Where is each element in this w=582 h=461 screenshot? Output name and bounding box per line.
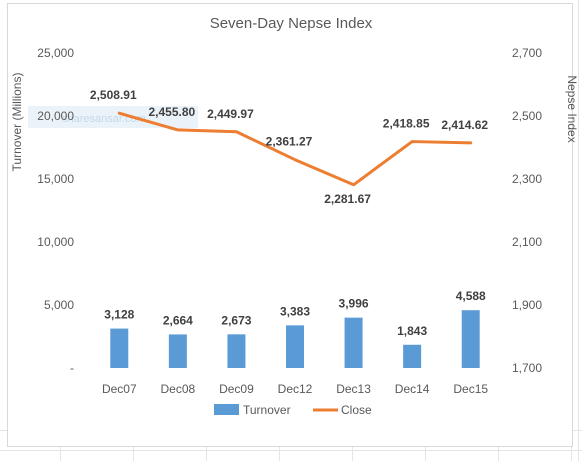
category-label: Dec08 (161, 382, 196, 396)
left-tick-label: 5,000 (44, 298, 74, 312)
right-tick-label: 1,700 (512, 361, 542, 375)
turnover-data-label: 1,843 (397, 324, 427, 338)
turnover-data-labels: 3,128 2,664 2,673 3,383 3,996 1,843 4,588 (104, 289, 486, 338)
turnover-bar (461, 310, 480, 368)
turnover-bar (227, 334, 246, 368)
turnover-data-label: 2,673 (221, 313, 251, 327)
turnover-data-label: 3,128 (104, 308, 134, 322)
turnover-bar (344, 317, 363, 368)
category-label: Dec07 (102, 382, 137, 396)
close-series-line (117, 111, 473, 187)
close-data-labels: 2,508.91 2,455.80 2,449.97 2,361.27 2,281.67… (90, 88, 488, 206)
category-axis-labels: Dec07 Dec08 Dec09 Dec12 Dec13 Dec14 Dec15 (102, 382, 488, 396)
legend-turnover-label: Turnover (243, 403, 291, 417)
turnover-data-label: 4,588 (456, 289, 486, 303)
close-data-label: 2,281.67 (324, 192, 371, 206)
chart-title: Seven-Day Nepse Index (210, 15, 373, 32)
chart-area[interactable] (7, 3, 573, 447)
legend: Turnover Close (214, 403, 372, 417)
close-data-label: 2,508.91 (90, 88, 137, 102)
close-data-label: 2,414.62 (441, 118, 488, 132)
left-tick-label: 15,000 (37, 172, 74, 186)
close-data-label: 2,418.85 (383, 117, 430, 131)
left-tick-label: - (70, 361, 74, 375)
category-label: Dec14 (395, 382, 430, 396)
category-label: Dec13 (336, 382, 371, 396)
left-axis-ticks: - 5,000 10,000 15,000 20,000 25,000 (37, 46, 74, 375)
right-tick-label: 1,900 (512, 298, 542, 312)
legend-turnover-swatch (214, 404, 239, 415)
close-data-label: 2,455.80 (148, 105, 195, 119)
right-tick-label: 2,700 (512, 46, 542, 60)
turnover-bar (286, 325, 304, 368)
turnover-bar (168, 334, 187, 368)
turnover-bars (110, 310, 480, 368)
category-label: Dec09 (219, 382, 254, 396)
right-tick-label: 2,100 (512, 235, 542, 249)
right-axis-title: Nepse Index (565, 75, 579, 142)
left-tick-label: 10,000 (37, 235, 74, 249)
right-tick-label: 2,500 (512, 109, 542, 123)
watermark-text: sharesansar.com (62, 113, 146, 125)
right-tick-label: 2,300 (512, 172, 542, 186)
legend-close-label: Close (341, 403, 372, 417)
close-data-label: 2,361.27 (266, 135, 313, 149)
left-axis-title: Turnover (Millions) (10, 73, 24, 172)
category-label: Dec15 (453, 382, 488, 396)
left-tick-label: 20,000 (37, 109, 74, 123)
left-tick-label: 25,000 (37, 46, 74, 60)
close-data-label: 2,449.97 (207, 107, 254, 121)
turnover-data-label: 2,664 (163, 313, 193, 327)
turnover-data-label: 3,996 (339, 297, 369, 311)
right-axis-ticks: 1,700 1,900 2,100 2,300 2,500 2,700 (512, 46, 542, 375)
turnover-data-label: 3,383 (280, 304, 310, 318)
turnover-bar (110, 328, 129, 368)
category-label: Dec12 (278, 382, 313, 396)
turnover-bar (403, 344, 422, 368)
